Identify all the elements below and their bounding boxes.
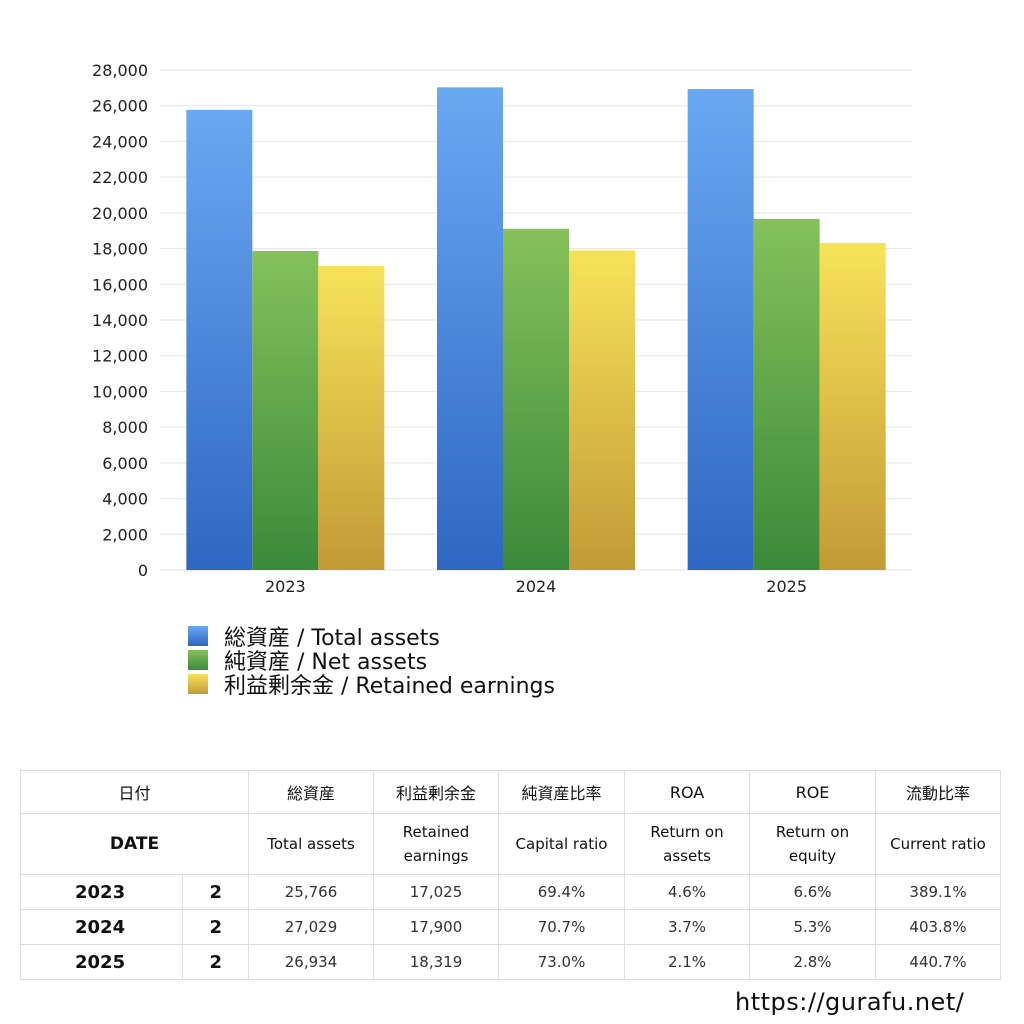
x-tick-label: 2024 bbox=[516, 577, 557, 596]
header-roe-jp: ROE bbox=[749, 770, 877, 814]
header-date-jp: 日付 bbox=[19, 770, 250, 814]
cell-capital: 69.4% bbox=[498, 874, 626, 910]
y-tick-label: 22,000 bbox=[92, 168, 148, 187]
cell-current: 403.8% bbox=[875, 909, 1002, 945]
cell-retained: 18,319 bbox=[373, 944, 500, 980]
header-capital-jp: 純資産比率 bbox=[498, 770, 626, 814]
legend-label: 純資産 / Net assets bbox=[224, 650, 428, 675]
cell-year: 2024 bbox=[20, 909, 183, 945]
bars bbox=[186, 87, 886, 571]
legend-label: 総資産 / Total assets bbox=[224, 626, 440, 651]
cell-roa: 3.7% bbox=[624, 909, 751, 945]
header-date-en: DATE bbox=[19, 813, 250, 875]
y-tick-label: 28,000 bbox=[92, 61, 148, 80]
legend-swatch-blue bbox=[188, 626, 208, 646]
legend-item-net-assets: 純資産 / Net assets bbox=[188, 648, 555, 675]
cell-retained: 17,025 bbox=[373, 874, 500, 910]
cell-current: 389.1% bbox=[875, 874, 1002, 910]
legend-label: 利益剰余金 / Retained earnings bbox=[224, 674, 555, 699]
source-url[interactable]: https://gurafu.net/ bbox=[735, 988, 965, 1016]
y-tick-label: 6,000 bbox=[102, 454, 148, 473]
x-axis: 2023 2024 2025 bbox=[265, 577, 807, 596]
table-row: 2025 2 26,934 18,319 73.0% 2.1% 2.8% 440… bbox=[20, 944, 1002, 980]
bar-2023-series-1 bbox=[252, 250, 319, 570]
y-tick-label: 18,000 bbox=[92, 240, 148, 259]
table-row: 2023 2 25,766 17,025 69.4% 4.6% 6.6% 389… bbox=[20, 874, 1002, 910]
bar-2023-series-2 bbox=[318, 265, 385, 570]
y-tick-label: 24,000 bbox=[92, 132, 148, 151]
x-tick-label: 2025 bbox=[766, 577, 807, 596]
cell-roe: 6.6% bbox=[749, 874, 877, 910]
bar-2024-series-0 bbox=[437, 87, 503, 570]
legend-swatch-yellow bbox=[188, 674, 208, 694]
y-tick-label: 0 bbox=[138, 561, 148, 580]
cell-total: 27,029 bbox=[248, 909, 375, 945]
y-tick-label: 10,000 bbox=[92, 382, 148, 401]
header-row-en: DATE Total assets Retained earnings Capit… bbox=[19, 813, 1002, 875]
y-tick-label: 20,000 bbox=[92, 204, 148, 223]
bar-2024-series-2 bbox=[569, 250, 635, 570]
header-total-jp: 総資産 bbox=[248, 770, 375, 814]
legend: 総資産 / Total assets 純資産 / Net assets 利益剰余… bbox=[188, 624, 555, 699]
bar-2025-series-1 bbox=[753, 218, 820, 570]
financial-table: 日付 総資産 利益剰余金 純資産比率 ROA ROE 流動比率 DATE Tot… bbox=[19, 770, 1002, 980]
bar-2025-series-0 bbox=[687, 89, 754, 571]
cell-total: 25,766 bbox=[248, 874, 375, 910]
header-capital-en: Capital ratio bbox=[498, 813, 626, 875]
header-retained-en: Retained earnings bbox=[373, 813, 500, 875]
cell-month: 2 bbox=[181, 874, 250, 910]
y-tick-label: 14,000 bbox=[92, 311, 148, 330]
y-tick-label: 8,000 bbox=[102, 418, 148, 437]
legend-item-total-assets: 総資産 / Total assets bbox=[188, 624, 555, 651]
cell-year: 2025 bbox=[20, 944, 183, 980]
header-roa-en: Return on assets bbox=[624, 813, 751, 875]
bar-2023-series-0 bbox=[186, 109, 253, 571]
y-tick-label: 16,000 bbox=[92, 275, 148, 294]
header-current-en: Current ratio bbox=[875, 813, 1002, 875]
header-current-jp: 流動比率 bbox=[875, 770, 1002, 814]
header-total-en: Total assets bbox=[248, 813, 375, 875]
y-tick-label: 12,000 bbox=[92, 347, 148, 366]
bar-2025-series-2 bbox=[819, 242, 886, 570]
cell-total: 26,934 bbox=[248, 944, 375, 980]
header-row-jp: 日付 総資産 利益剰余金 純資産比率 ROA ROE 流動比率 bbox=[19, 770, 1002, 814]
cell-month: 2 bbox=[181, 944, 250, 980]
legend-item-retained-earnings: 利益剰余金 / Retained earnings bbox=[188, 672, 555, 699]
cell-roa: 2.1% bbox=[624, 944, 751, 980]
y-tick-label: 26,000 bbox=[92, 97, 148, 116]
cell-capital: 73.0% bbox=[498, 944, 626, 980]
legend-swatch-green bbox=[188, 650, 208, 670]
cell-roe: 2.8% bbox=[749, 944, 877, 980]
bar-chart: 0 2,000 4,000 6,000 8,000 10,000 12,000 14,000 1… bbox=[92, 61, 912, 596]
cell-roa: 4.6% bbox=[624, 874, 751, 910]
cell-retained: 17,900 bbox=[373, 909, 500, 945]
y-tick-label: 4,000 bbox=[102, 490, 148, 509]
cell-roe: 5.3% bbox=[749, 909, 877, 945]
cell-year: 2023 bbox=[20, 874, 183, 910]
y-axis: 0 2,000 4,000 6,000 8,000 10,000 12,000 14,000 1… bbox=[92, 61, 148, 580]
cell-capital: 70.7% bbox=[498, 909, 626, 945]
header-roa-jp: ROA bbox=[624, 770, 751, 814]
cell-current: 440.7% bbox=[875, 944, 1002, 980]
y-tick-label: 2,000 bbox=[102, 525, 148, 544]
header-retained-jp: 利益剰余金 bbox=[373, 770, 500, 814]
table-row: 2024 2 27,029 17,900 70.7% 3.7% 5.3% 403… bbox=[20, 909, 1002, 945]
header-roe-en: Return on equity bbox=[749, 813, 877, 875]
x-tick-label: 2023 bbox=[265, 577, 306, 596]
bar-2024-series-1 bbox=[503, 228, 569, 570]
cell-month: 2 bbox=[181, 909, 250, 945]
